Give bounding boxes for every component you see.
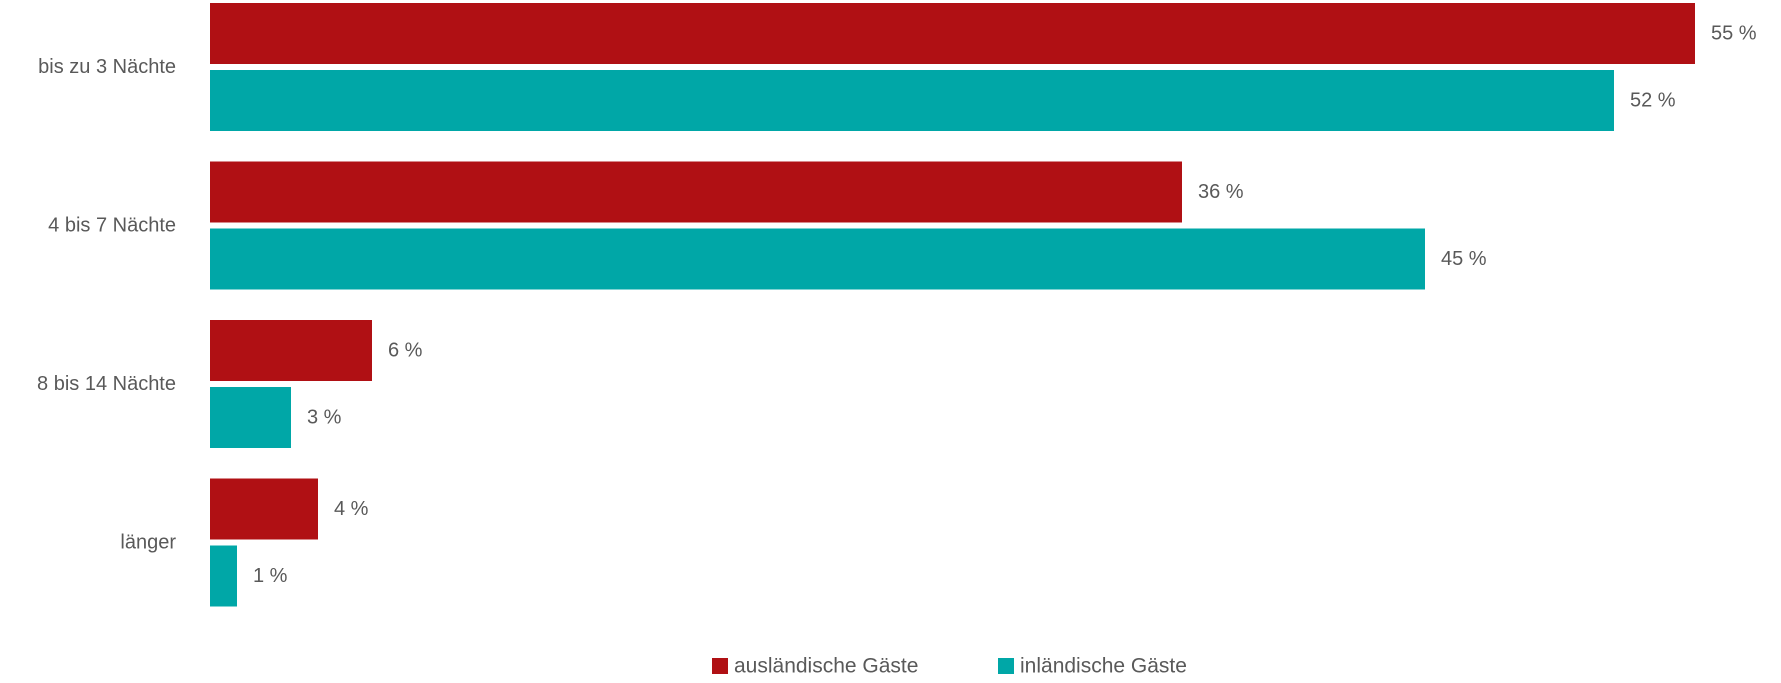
value-label-auslaendische-gaeste-laenger: 4 % bbox=[334, 498, 369, 520]
legend-swatch-inlaendische-gaeste bbox=[998, 658, 1014, 674]
bar-inlaendische-gaeste-bis-zu-3-naechte bbox=[210, 70, 1614, 131]
value-label-inlaendische-gaeste-laenger: 1 % bbox=[253, 565, 288, 587]
legend-item-auslaendische-gaeste: ausländische Gäste bbox=[712, 655, 918, 678]
bar-inlaendische-gaeste-4-bis-7-naechte bbox=[210, 228, 1425, 290]
legend-label-auslaendische-gaeste: ausländische Gäste bbox=[734, 655, 918, 678]
bar-auslaendische-gaeste-8-bis-14-naechte bbox=[210, 320, 372, 381]
bars-layer bbox=[210, 3, 1695, 607]
value-label-auslaendische-gaeste-4-bis-7-naechte: 36 % bbox=[1198, 181, 1244, 203]
value-label-inlaendische-gaeste-4-bis-7-naechte: 45 % bbox=[1441, 248, 1487, 270]
legend-item-inlaendische-gaeste: inländische Gäste bbox=[998, 655, 1187, 678]
value-label-auslaendische-gaeste-8-bis-14-naechte: 6 % bbox=[388, 340, 423, 362]
category-axis-labels: bis zu 3 Nächte 4 bis 7 Nächte 8 bis 14 Nä… bbox=[37, 56, 176, 554]
bar-auslaendische-gaeste-laenger bbox=[210, 478, 318, 540]
legend-label-inlaendische-gaeste: inländische Gäste bbox=[1020, 655, 1187, 678]
data-labels: 55 % 52 % 36 % 45 % 6 % 3 % 4 % 1 % bbox=[253, 23, 1757, 588]
category-label-8-bis-14-naechte: 8 bis 14 Nächte bbox=[37, 373, 176, 395]
value-label-inlaendische-gaeste-bis-zu-3-naechte: 52 % bbox=[1630, 90, 1676, 112]
category-label-laenger: länger bbox=[120, 532, 176, 554]
category-label-4-bis-7-naechte: 4 bis 7 Nächte bbox=[48, 215, 176, 237]
category-label-bis-zu-3-naechte: bis zu 3 Nächte bbox=[38, 56, 176, 78]
bar-auslaendische-gaeste-bis-zu-3-naechte bbox=[210, 3, 1695, 64]
legend-swatch-auslaendische-gaeste bbox=[712, 658, 728, 674]
bar-inlaendische-gaeste-laenger bbox=[210, 545, 237, 607]
bar-auslaendische-gaeste-4-bis-7-naechte bbox=[210, 161, 1182, 223]
value-label-auslaendische-gaeste-bis-zu-3-naechte: 55 % bbox=[1711, 23, 1757, 45]
value-label-inlaendische-gaeste-8-bis-14-naechte: 3 % bbox=[307, 407, 342, 429]
legend: ausländische Gäste inländische Gäste bbox=[712, 655, 1187, 678]
bar-inlaendische-gaeste-8-bis-14-naechte bbox=[210, 387, 291, 448]
